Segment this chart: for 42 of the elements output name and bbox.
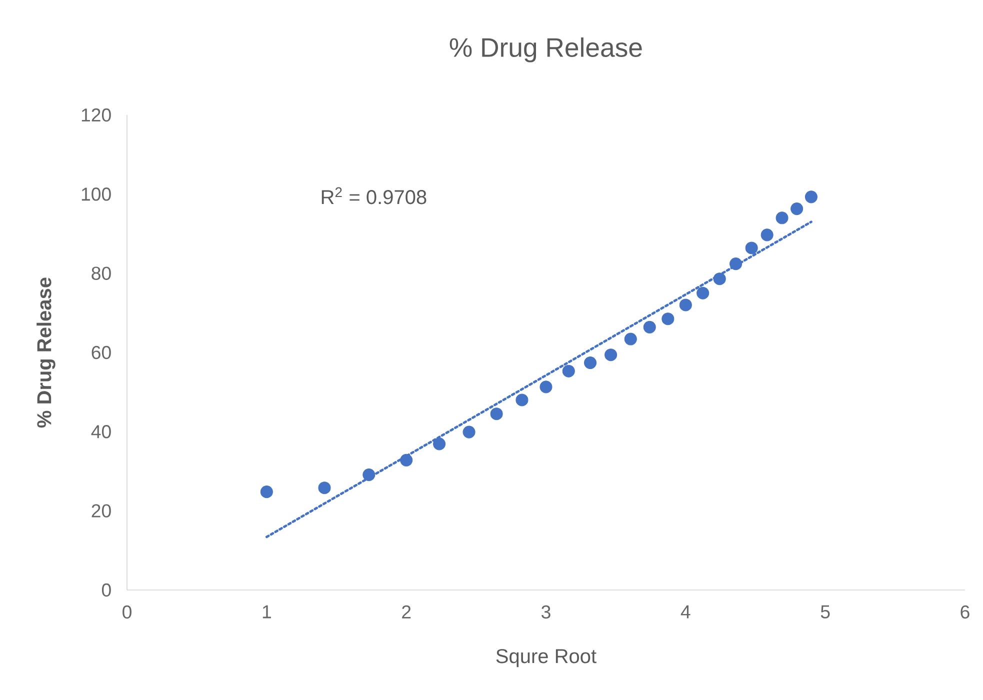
x-tick-label: 5 — [820, 605, 830, 618]
x-tick-label: 6 — [960, 605, 970, 619]
point — [776, 212, 788, 224]
point — [562, 364, 575, 378]
y-tick-label: 20 — [92, 504, 111, 518]
chart-title: % Drug Release — [450, 37, 642, 62]
point — [584, 356, 597, 370]
y-tick-label: 80 — [92, 266, 111, 280]
point — [760, 228, 774, 242]
y-axis-title: % Drug Release — [36, 278, 56, 428]
point — [490, 408, 503, 420]
point — [318, 482, 331, 494]
y-tick-label: 40 — [91, 425, 111, 438]
point — [516, 394, 528, 406]
point — [260, 486, 273, 498]
point — [696, 286, 710, 300]
x-tick-label: 3 — [542, 605, 550, 619]
y-tick-label: 120 — [82, 108, 111, 122]
point — [462, 426, 476, 438]
x-tick-label: 4 — [680, 605, 690, 618]
point — [433, 438, 446, 450]
point — [643, 320, 656, 334]
x-axis-title: Squre Root — [496, 649, 596, 668]
point — [400, 454, 413, 466]
point — [745, 242, 758, 254]
point — [804, 190, 818, 204]
point — [730, 258, 742, 270]
point — [604, 348, 618, 362]
x-tick-label: 2 — [402, 605, 411, 618]
x-tick-label: 0 — [122, 605, 132, 619]
point — [362, 468, 376, 482]
annotation: R$^{2}$ = 0.9708 — [322, 187, 426, 204]
point — [662, 312, 674, 326]
y-tick-label: 0 — [102, 583, 111, 597]
x-tick-label: 1 — [262, 605, 271, 618]
point — [624, 332, 637, 346]
y-tick-label: 100 — [82, 188, 111, 201]
point — [790, 202, 804, 216]
point — [713, 272, 726, 286]
y-tick-label: 60 — [92, 346, 111, 360]
point — [540, 380, 552, 394]
point — [679, 298, 692, 312]
